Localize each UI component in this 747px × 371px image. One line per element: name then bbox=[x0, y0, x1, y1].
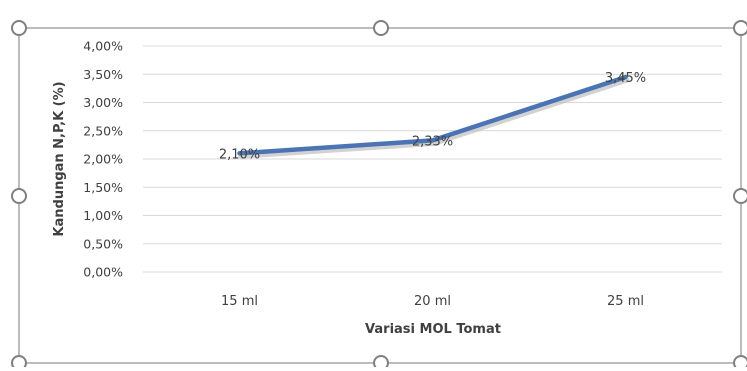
resize-handle-middle-right[interactable] bbox=[734, 189, 747, 203]
y-tick-label: 1,00% bbox=[83, 208, 123, 223]
y-tick-label: 4,00% bbox=[83, 39, 123, 54]
y-tick-label: 1,50% bbox=[83, 180, 123, 195]
x-axis-title: Variasi MOL Tomat bbox=[365, 322, 501, 337]
resize-handle-bottom-middle[interactable] bbox=[374, 356, 388, 367]
x-axis-ticks: 15 ml 20 ml 25 ml bbox=[221, 294, 644, 309]
y-tick-label: 2,00% bbox=[83, 152, 123, 167]
x-tick-label: 15 ml bbox=[221, 294, 258, 309]
resize-handle-top-right[interactable] bbox=[734, 21, 747, 35]
data-label: 2,10% bbox=[219, 147, 260, 162]
data-label: 3,45% bbox=[605, 71, 646, 86]
resize-handle-middle-left[interactable] bbox=[12, 189, 26, 203]
y-tick-label: 3,00% bbox=[83, 95, 123, 110]
resize-handle-bottom-left[interactable] bbox=[12, 356, 26, 367]
x-tick-label: 20 ml bbox=[414, 294, 451, 309]
data-label: 2,33% bbox=[412, 134, 453, 149]
y-axis-title: Kandungan N,P,K (%) bbox=[52, 81, 67, 236]
y-tick-label: 0,00% bbox=[83, 265, 123, 280]
resize-handle-top-middle[interactable] bbox=[374, 21, 388, 35]
y-tick-label: 2,50% bbox=[83, 123, 123, 138]
resize-handle-bottom-right[interactable] bbox=[734, 356, 747, 367]
x-tick-label: 25 ml bbox=[607, 294, 644, 309]
resize-handle-top-left[interactable] bbox=[12, 21, 26, 35]
y-tick-label: 3,50% bbox=[83, 67, 123, 82]
y-axis-ticks: 0,00% 0,50% 1,00% 1,50% 2,00% 2,50% 3,00% 3,50%… bbox=[83, 39, 123, 280]
y-tick-label: 0,50% bbox=[83, 236, 123, 251]
